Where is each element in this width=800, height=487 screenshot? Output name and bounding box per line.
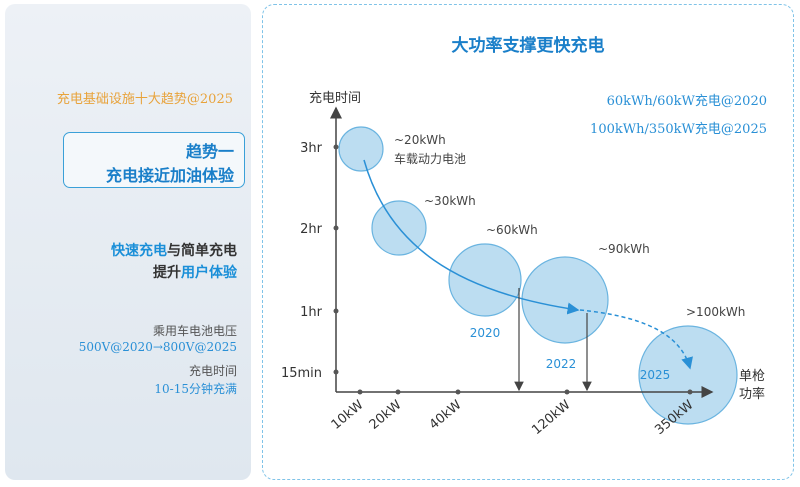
y-tick-label: 1hr: [300, 305, 323, 320]
capacity-label: ~20kWh: [394, 133, 446, 147]
y-tick-dot: [333, 225, 339, 231]
series-title: 充电基础设施十大趋势@2025: [56, 92, 233, 107]
feature-text-improve: 提升: [153, 265, 181, 281]
trend-box: 趋势一 充电接近加油体验: [63, 132, 245, 188]
capacity-label: >100kWh: [686, 305, 745, 319]
feature-highlight-ux: 用户体验: [181, 265, 237, 281]
legend-2025: 100kWh/350kW充电@2025: [590, 122, 767, 137]
capacity-label: ~90kWh: [598, 242, 650, 256]
chart-panel: [262, 4, 794, 480]
capacity-sublabel: 车载动力电池: [394, 151, 466, 166]
feature-line-2: 提升用户体验: [153, 262, 237, 282]
fact-voltage-value: 500V@2020→800V@2025: [78, 340, 237, 354]
x-tick-label: 120kW: [529, 397, 573, 438]
year-label-2022: 2022: [546, 357, 577, 371]
x-axis-title-line1: 单枪: [739, 368, 765, 384]
x-tick-dot: [357, 389, 363, 395]
x-axis-title-line2: 功率: [739, 386, 765, 402]
bubble-350kW: [638, 325, 738, 425]
y-tick-dot: [333, 144, 339, 150]
legend-2020: 60kWh/60kW充电@2020: [606, 94, 767, 109]
trend-curve-projection: [579, 309, 693, 370]
fact-voltage-label: 乘用车电池电压: [152, 324, 237, 338]
feature-text-simple: 与简单充电: [167, 243, 237, 259]
trend-headline: 充电接近加油体验: [105, 166, 234, 185]
y-tick-dot: [333, 369, 339, 375]
fact-charge-time-label: 充电时间: [188, 364, 237, 378]
bubble-40kW: [448, 243, 522, 317]
x-tick-dot: [564, 389, 570, 395]
x-tick-label: 20kW: [367, 397, 405, 432]
capacity-label: ~30kWh: [424, 194, 476, 208]
x-tick-dot: [395, 389, 401, 395]
bubble-10kW: [338, 126, 384, 172]
year-label-2025: 2025: [640, 368, 671, 382]
x-tick-dot: [687, 389, 693, 395]
x-tick-label: 10kW: [329, 397, 367, 432]
trend-curve: [363, 159, 580, 315]
x-tick-dot: [455, 389, 461, 395]
sidebar-panel: 充电基础设施十大趋势@2025 趋势一 充电接近加油体验 快速充电与简单充电 提…: [5, 4, 251, 480]
trend-number: 趋势一: [185, 142, 234, 161]
y-axis-title: 充电时间: [309, 90, 361, 106]
capacity-label: ~60kWh: [486, 223, 538, 237]
year-label-2020: 2020: [470, 326, 501, 340]
y-tick-label: 3hr: [300, 141, 323, 156]
feature-line-1: 快速充电与简单充电: [111, 240, 237, 260]
x-tick-label: 40kW: [427, 397, 465, 432]
bubble-120kW: [521, 256, 609, 344]
y-tick-label: 15min: [281, 366, 322, 381]
fact-charge-time-value: 10-15分钟充满: [154, 382, 237, 396]
feature-highlight-fast: 快速充电: [111, 243, 167, 259]
chart-title: 大功率支撑更快充电: [451, 36, 605, 56]
y-tick-dot: [333, 308, 339, 314]
y-tick-label: 2hr: [300, 222, 323, 237]
